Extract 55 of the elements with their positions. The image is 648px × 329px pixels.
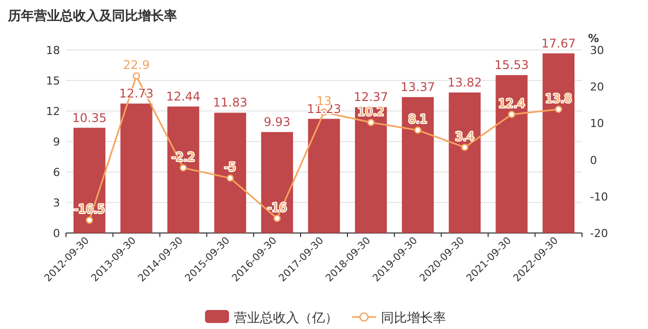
data-label: -5 (224, 160, 236, 174)
data-label: 9.93 (264, 115, 290, 130)
data-label: 10.35 (72, 110, 107, 125)
y2-tick-label: 10 (590, 117, 604, 130)
bar (448, 92, 481, 233)
point (273, 214, 281, 222)
point (508, 110, 516, 118)
data-label: 22.9 (123, 58, 150, 72)
data-label: -16 (267, 200, 287, 214)
data-label: 3.4 (455, 129, 474, 144)
data-label: 12.37 (354, 90, 388, 104)
y2-tick-label: -10 (590, 190, 608, 204)
point (180, 164, 187, 172)
bar (214, 112, 246, 233)
y2-axis-title: % (588, 32, 600, 45)
y-tick-label: 12 (46, 105, 60, 118)
y-tick-label: 18 (46, 44, 60, 57)
legend-label: 营业总收入（亿） (234, 311, 338, 326)
legend-label: 同比增长率 (381, 310, 446, 326)
y2-tick-label: 30 (590, 44, 604, 57)
point (554, 106, 562, 113)
bar (167, 106, 200, 233)
data-label: 8.1 (408, 112, 428, 126)
y-tick-label: 9 (53, 136, 60, 148)
point (226, 174, 234, 182)
data-label: 13.82 (448, 75, 482, 90)
y2-tick-label: -20 (590, 227, 608, 240)
data-label: 17.67 (541, 36, 576, 50)
data-label: 11.83 (213, 96, 248, 110)
bar (402, 97, 434, 233)
point (414, 126, 422, 134)
point (367, 118, 375, 126)
y2-tick-label: 0 (590, 154, 597, 167)
y-tick-label: 3 (53, 196, 60, 210)
data-label: 15.53 (494, 58, 529, 72)
bar (120, 104, 152, 233)
y2-tick-label: 20 (590, 80, 604, 94)
data-label: 13.37 (400, 80, 435, 94)
y-tick-label: 6 (53, 166, 60, 179)
bar (261, 132, 294, 233)
chart-title: 历年营业总收入及同比增长率 (7, 8, 177, 24)
bar (74, 128, 106, 233)
point (132, 72, 140, 80)
data-label: 12.44 (166, 90, 200, 104)
bar (496, 75, 528, 233)
data-label: 13.8 (545, 91, 572, 106)
y-tick-label: 15 (46, 74, 60, 88)
point (461, 144, 468, 152)
data-label: 10.2 (358, 104, 384, 118)
bar (308, 118, 340, 233)
bar (354, 107, 387, 233)
data-label: 12.4 (498, 96, 525, 110)
y-tick-label: 0 (53, 227, 60, 240)
bar (542, 53, 574, 233)
point (86, 216, 94, 224)
